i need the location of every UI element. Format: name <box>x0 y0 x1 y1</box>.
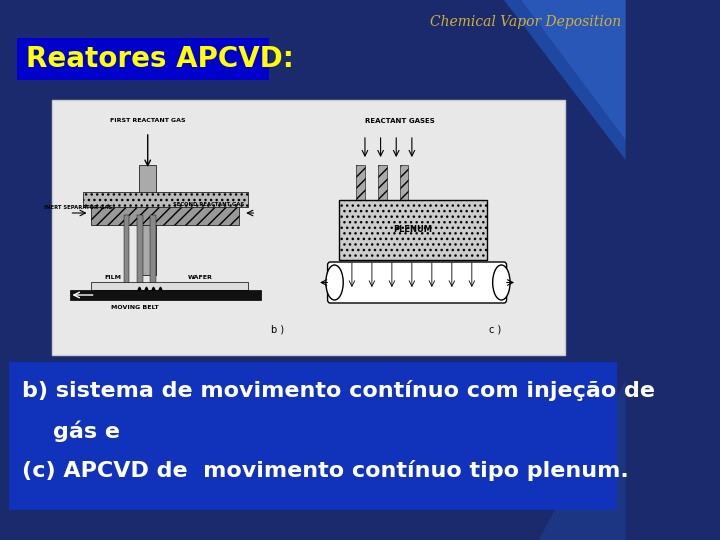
Text: WAFER: WAFER <box>187 275 212 280</box>
Bar <box>138 215 143 295</box>
Text: INERT SEPARATOR GAS: INERT SEPARATOR GAS <box>44 205 112 210</box>
FancyBboxPatch shape <box>17 38 269 80</box>
Bar <box>83 192 248 207</box>
Text: b) sistema de movimento contínuo com injeção de: b) sistema de movimento contínuo com inj… <box>22 380 654 401</box>
Text: MOVING BELT: MOVING BELT <box>111 305 158 310</box>
Polygon shape <box>521 0 626 140</box>
Bar <box>91 282 248 290</box>
Text: PLENUM: PLENUM <box>393 226 432 234</box>
Bar <box>125 215 130 295</box>
Ellipse shape <box>326 265 343 300</box>
Bar <box>150 215 156 295</box>
Text: (c) APCVD de  movimento contínuo tipo plenum.: (c) APCVD de movimento contínuo tipo ple… <box>22 460 629 481</box>
Text: FILM: FILM <box>104 275 122 280</box>
Bar <box>400 165 408 200</box>
FancyBboxPatch shape <box>52 100 564 355</box>
Text: c ): c ) <box>489 325 501 335</box>
Bar <box>378 165 387 200</box>
Text: gás e: gás e <box>22 420 120 442</box>
Ellipse shape <box>492 265 510 300</box>
Polygon shape <box>504 0 626 160</box>
FancyBboxPatch shape <box>9 362 617 510</box>
Text: b ): b ) <box>271 325 284 335</box>
Bar <box>70 290 261 300</box>
Text: FIRST REACTANT GAS: FIRST REACTANT GAS <box>110 118 186 123</box>
Text: Chemical Vapor Deposition: Chemical Vapor Deposition <box>430 15 621 29</box>
Bar <box>356 165 365 200</box>
FancyBboxPatch shape <box>328 262 507 303</box>
Bar <box>339 200 487 260</box>
Text: Reatores APCVD:: Reatores APCVD: <box>26 45 294 73</box>
Polygon shape <box>487 380 626 540</box>
Bar <box>139 165 156 275</box>
Text: SECOND REACTANT GAS: SECOND REACTANT GAS <box>173 202 244 207</box>
Bar <box>91 205 239 225</box>
Text: REACTANT GASES: REACTANT GASES <box>365 118 435 124</box>
